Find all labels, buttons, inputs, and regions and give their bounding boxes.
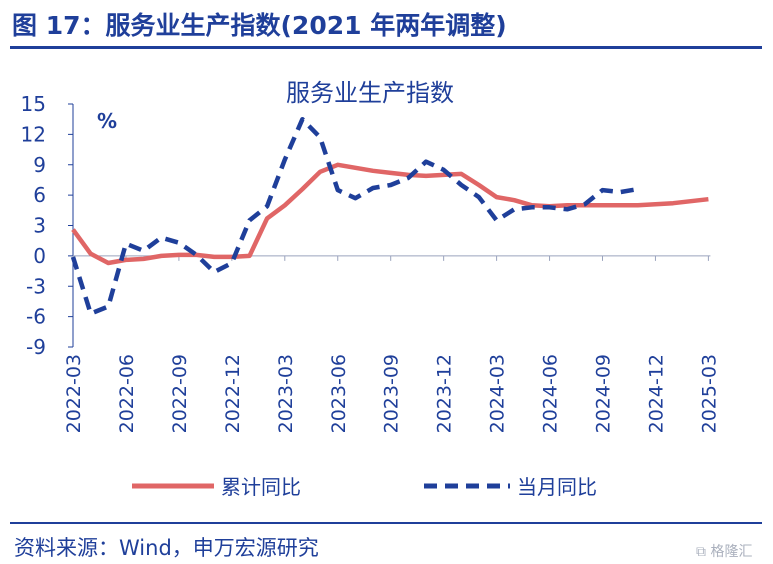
x-tick-label: 2023-12: [434, 354, 456, 433]
x-tick-label: 2023-06: [328, 354, 350, 433]
source-note: 资料来源：Wind，申万宏源研究: [14, 536, 319, 560]
y-tick-label: -9: [26, 335, 46, 359]
x-tick-label: 2024-06: [540, 354, 562, 433]
chart: 服务业生产指数% 15 12 9 6 3 0 -3 -6 -9 2022-03 2022-06 2022…: [21, 79, 721, 499]
x-tick-label: 2022-09: [169, 354, 191, 433]
x-tick-label: 2022-12: [222, 354, 244, 433]
y-tick-label: 12: [21, 122, 46, 146]
y-tick-label: -3: [26, 274, 46, 298]
chart-title: 服务业生产指数: [286, 79, 454, 107]
y-tick-label: 6: [33, 183, 46, 207]
x-tick-label: 2023-09: [381, 354, 403, 433]
unit-label: %: [97, 109, 117, 133]
series-line-cumulative: [71, 162, 709, 266]
x-tick-label: 2024-09: [593, 354, 615, 433]
bottom-rule: [10, 522, 762, 524]
watermark-icon: ⧉: [696, 544, 706, 560]
watermark: ⧉ 格隆汇: [696, 541, 752, 561]
y-tick-label: 9: [33, 153, 46, 177]
y-tick-label: 3: [33, 214, 46, 238]
y-tick-label: 0: [33, 244, 46, 268]
legend-label-cumulative: 累计同比: [221, 475, 301, 499]
legend-label-monthly: 当月同比: [517, 475, 597, 499]
title-rule: [10, 46, 762, 49]
figure-title: 图 17：服务业生产指数(2021 年两年调整): [12, 11, 507, 40]
y-tick-label: 15: [21, 92, 46, 116]
x-tick-label: 2023-03: [275, 354, 297, 433]
series-line-monthly: [70, 116, 639, 316]
x-tick-label: 2022-06: [116, 354, 138, 433]
watermark-text: 格隆汇: [710, 544, 753, 560]
x-tick-label: 2024-03: [487, 354, 509, 433]
x-tick-label: 2022-03: [63, 354, 85, 433]
x-tick-label: 2024-12: [645, 354, 667, 433]
y-tick-label: -6: [26, 305, 46, 329]
x-tick-label: 2025-03: [698, 354, 720, 433]
